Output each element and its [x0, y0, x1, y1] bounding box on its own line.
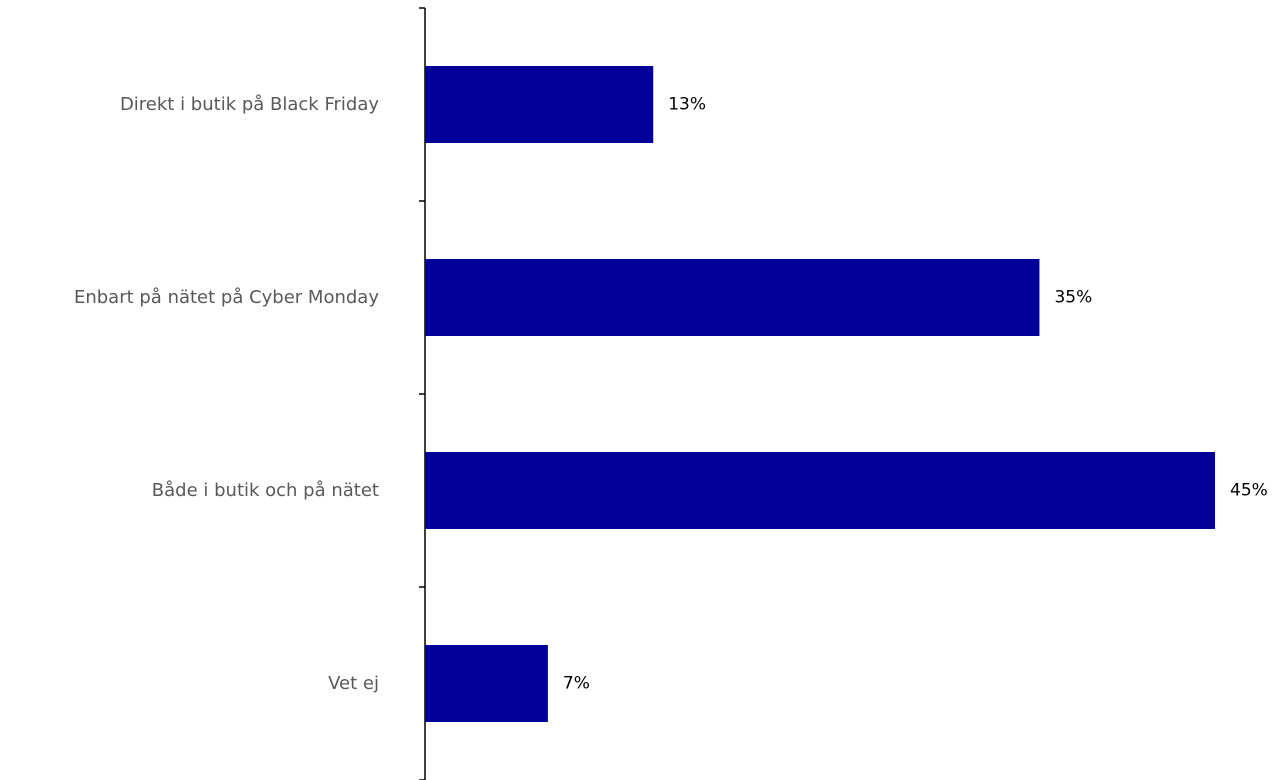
bar — [425, 66, 654, 143]
category-labels: Direkt i butik på Black Friday Enbart på … — [74, 94, 379, 694]
value-labels: 13% 35% 45% 7% — [563, 95, 1268, 694]
value-label: 13% — [668, 95, 706, 115]
bars — [425, 66, 1215, 722]
y-axis — [419, 7, 426, 780]
bar — [425, 645, 548, 722]
category-label: Både i butik och på nätet — [152, 480, 379, 501]
value-label: 45% — [1230, 481, 1268, 501]
value-label: 7% — [563, 674, 590, 694]
category-label: Enbart på nätet på Cyber Monday — [74, 287, 379, 308]
bar — [425, 259, 1040, 336]
category-label: Direkt i butik på Black Friday — [120, 94, 379, 115]
value-label: 35% — [1054, 288, 1092, 308]
bar — [425, 452, 1215, 529]
category-label: Vet ej — [328, 673, 379, 694]
